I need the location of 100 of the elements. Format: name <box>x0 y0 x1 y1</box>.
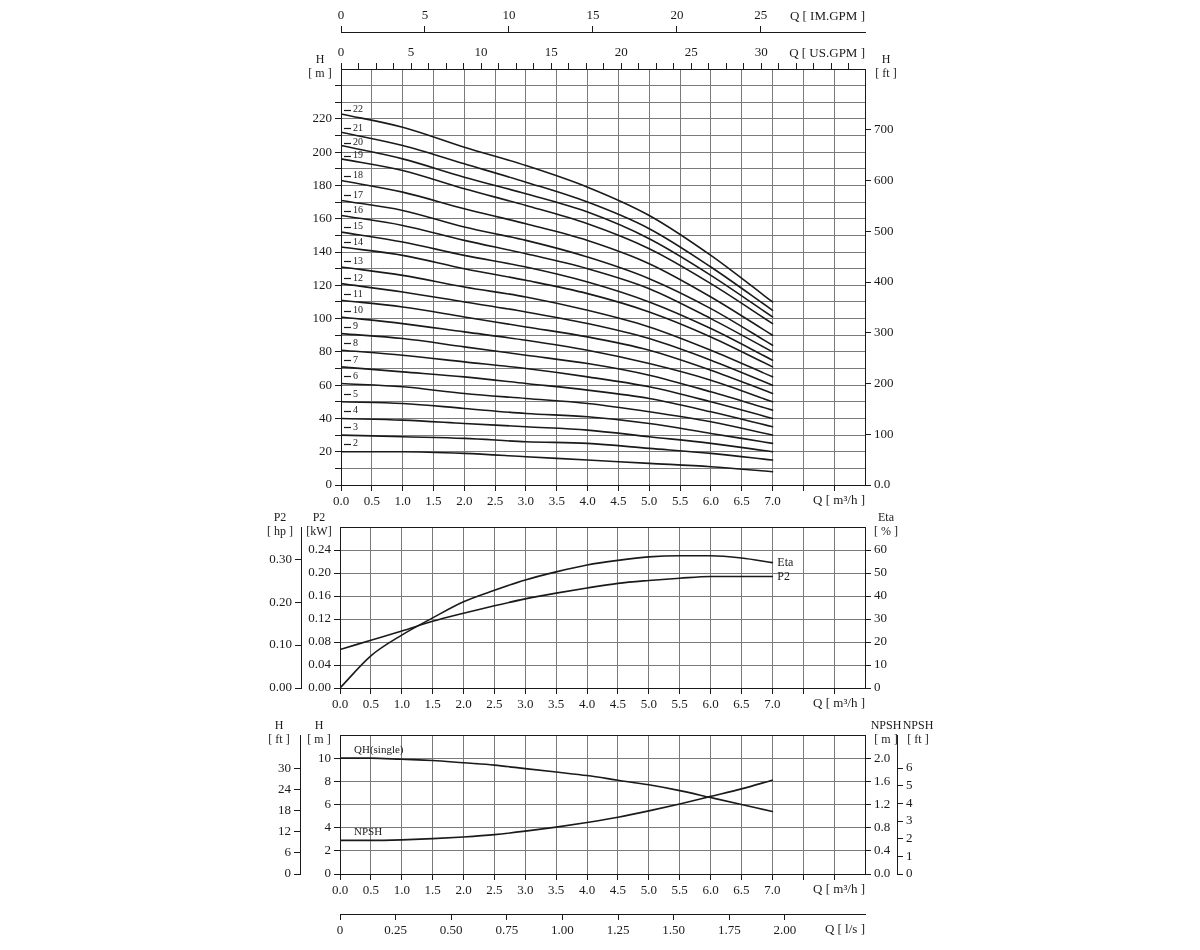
x-tick-label: 2.0 <box>456 493 473 509</box>
legend-label: 20 <box>353 136 363 148</box>
y2-tick-label: 2.0 <box>874 749 891 765</box>
x2-tick-label: 1.50 <box>662 922 686 938</box>
y-tick-label: 3 <box>906 812 913 828</box>
legend-label: 13 <box>353 254 363 266</box>
y-tick-label: 0.12 <box>308 610 331 626</box>
x2-axis-title: Q [ l/s ] <box>824 920 865 936</box>
x-tick-label: 10 <box>474 43 488 59</box>
y-axis-title: P2 [kW] <box>306 510 332 539</box>
x-tick-label: 4.5 <box>610 493 627 509</box>
x-tick-label: 2.5 <box>486 696 503 712</box>
x-tick-label: 1.5 <box>424 696 441 712</box>
x2-tick-label: 0.75 <box>495 922 519 938</box>
y3-tick-label: 0.10 <box>269 636 292 652</box>
legend-label: 6 <box>353 369 358 381</box>
y-tick-label: 6 <box>906 759 913 775</box>
y-tick-label: 160 <box>312 210 332 226</box>
x-tick-label: 25 <box>684 43 698 59</box>
x2-tick-label: 1.75 <box>717 922 741 938</box>
x-tick-label: 5.5 <box>671 696 688 712</box>
x-tick-label: 5.0 <box>640 696 657 712</box>
x-tick-label: 1.0 <box>393 882 410 898</box>
x-axis-title: Q [ US.GPM ] <box>789 44 865 60</box>
legend-label: 9 <box>353 320 358 332</box>
y-tick-label: 20 <box>319 443 332 459</box>
x2-axis-title: Q [ IM.GPM ] <box>789 7 865 23</box>
y3-tick-label: 18 <box>278 801 291 817</box>
x-tick-label: 0.5 <box>362 696 380 712</box>
y-tick-label: 0.16 <box>308 587 332 603</box>
legend-label: 10 <box>353 304 363 316</box>
x-tick-label: 2.5 <box>486 493 504 509</box>
y2-axis-title: NPSH [ m ] <box>870 718 902 747</box>
x-tick-label: 3.0 <box>517 493 535 509</box>
x-tick-label: 20 <box>614 43 628 59</box>
x-tick-label: 4.0 <box>579 493 596 509</box>
y2-tick-label: 0.8 <box>874 819 891 835</box>
y-tick-label: 60 <box>319 376 332 392</box>
x2-tick-label: 0 <box>336 922 344 938</box>
x2-tick-label: 0.25 <box>384 922 407 938</box>
y-tick-label: 40 <box>319 409 332 425</box>
y-tick-label: 0 <box>906 865 913 881</box>
y2-tick-label: 0.4 <box>874 842 891 858</box>
y-tick-label: 0.04 <box>308 656 332 672</box>
x-tick-label: 4.5 <box>609 882 627 898</box>
y2-tick-label: 1.6 <box>874 772 891 788</box>
y3-tick-label: 0.00 <box>269 679 292 695</box>
x2-tick-label: 1.25 <box>606 922 630 938</box>
y-tick-label: 700 <box>874 121 894 137</box>
legend-label: 17 <box>353 188 363 200</box>
x-tick-label: 1.0 <box>393 696 410 712</box>
x2-tick-label: 0 <box>337 6 345 22</box>
x-tick-label: 2.0 <box>455 696 472 712</box>
x-tick-label: 3.0 <box>517 882 534 898</box>
y-tick-label: 140 <box>312 243 332 259</box>
y3-tick-label: 0.20 <box>269 593 292 609</box>
y3-tick-label: 0 <box>284 865 291 881</box>
line-series <box>341 179 774 337</box>
legend-label: 21 <box>353 121 363 133</box>
legend-label: 5 <box>353 387 358 399</box>
x-tick-label: 30 <box>754 43 768 59</box>
x-tick-label: 4.0 <box>578 696 596 712</box>
y3-tick-label: 0.30 <box>269 550 292 566</box>
y-tick-label: 1 <box>906 847 913 863</box>
x-tick-label: 7.0 <box>764 696 781 712</box>
y-tick-label: 200 <box>874 374 894 390</box>
legend-label: 7 <box>353 353 358 365</box>
x-tick-label: 4.5 <box>609 696 627 712</box>
y-tick-label: 120 <box>312 276 332 292</box>
y-tick-label: 8 <box>324 772 331 788</box>
y-tick-label: 600 <box>874 172 894 188</box>
x-tick-label: 6.5 <box>733 882 750 898</box>
y-tick-label: 220 <box>312 110 332 126</box>
y-tick-label: 0 <box>324 865 331 881</box>
legend-label: 4 <box>353 404 358 416</box>
y-tick-label: 400 <box>874 273 894 289</box>
legend-label: 11 <box>353 287 363 299</box>
x-tick-label: 3.5 <box>548 493 565 509</box>
y-tick-label: 4 <box>906 794 913 810</box>
x-tick-label: 6.0 <box>702 882 719 898</box>
legend-label: 15 <box>353 220 363 232</box>
x-tick-label: 5.5 <box>671 882 688 898</box>
y3-tick-label: 6 <box>284 844 292 860</box>
x-axis-title: Q [ m³/h ] <box>813 491 865 507</box>
x-tick-label: 1.5 <box>424 882 441 898</box>
y-tick-label: 0.08 <box>308 633 331 649</box>
x-tick-label: 2.5 <box>486 882 503 898</box>
y3-tick-label: 24 <box>278 780 292 796</box>
x-tick-label: 5 <box>407 43 415 59</box>
y-axis-title: H [ m ] <box>307 718 331 747</box>
y2-axis-title: Eta [ % ] <box>874 510 898 539</box>
y-tick-label: 100 <box>312 310 332 326</box>
y-tick-label: 300 <box>874 324 894 340</box>
y-tick-label: 200 <box>312 143 332 159</box>
x-tick-label: 5.5 <box>671 493 689 509</box>
x2-tick-label: 25 <box>754 6 768 22</box>
y3-axis-title: H [ ft ] <box>268 718 290 747</box>
x-tick-label: 6.5 <box>733 696 750 712</box>
x-axis-title: Q [ m³/h ] <box>813 880 865 896</box>
x-axis-title: Q [ m³/h ] <box>813 694 865 710</box>
